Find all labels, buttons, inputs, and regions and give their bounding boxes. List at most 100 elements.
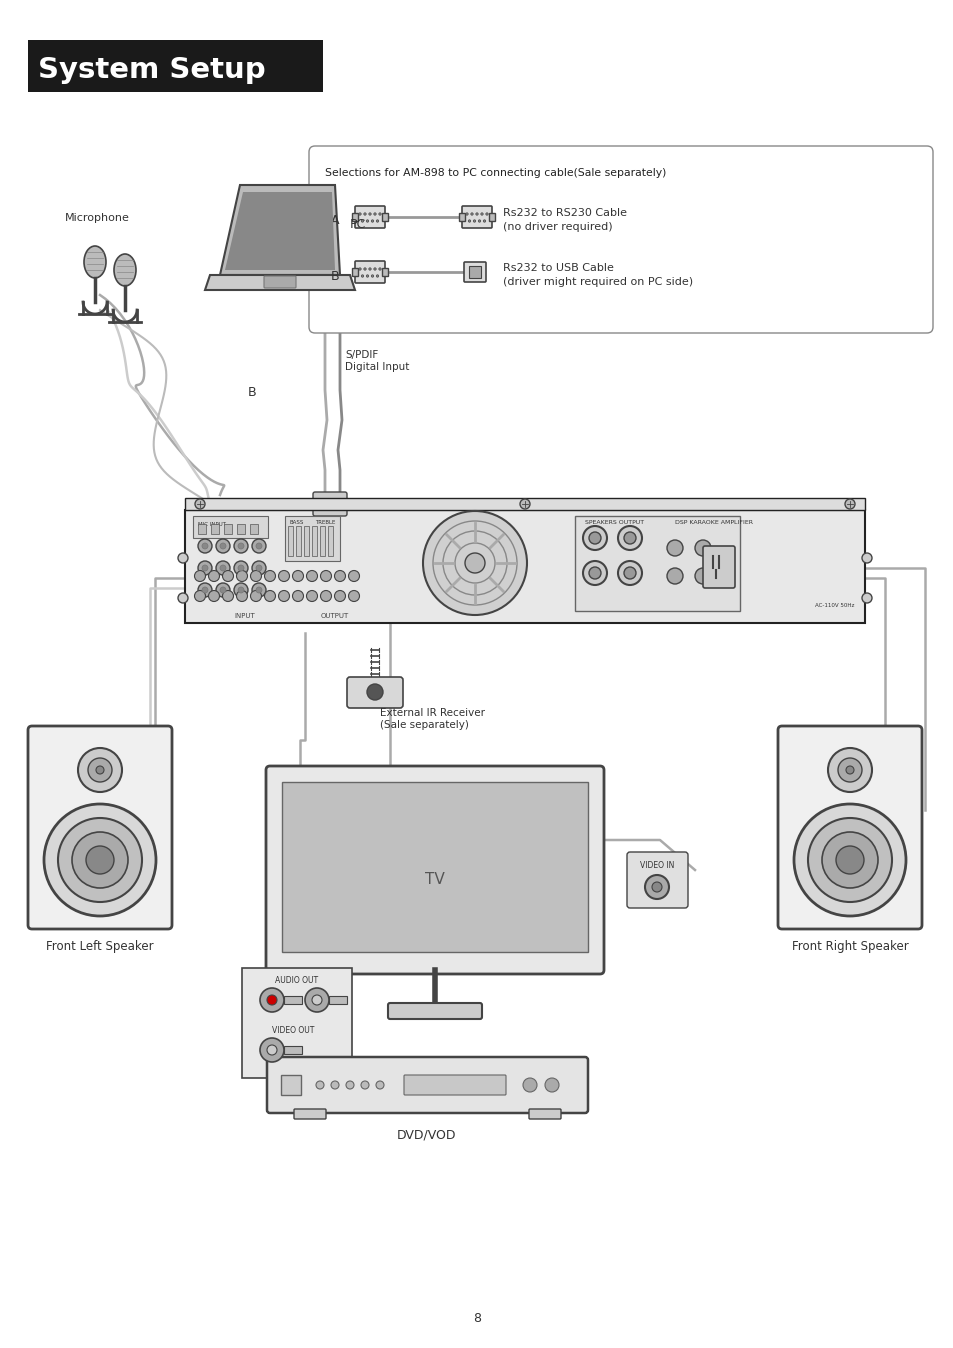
FancyBboxPatch shape [575, 516, 740, 611]
Text: External IR Receiver
(Sale separately): External IR Receiver (Sale separately) [379, 708, 484, 729]
Polygon shape [205, 275, 355, 290]
Text: VIDEO OUT: VIDEO OUT [272, 1026, 314, 1035]
Text: AC-110V 50Hz: AC-110V 50Hz [815, 603, 854, 608]
FancyBboxPatch shape [529, 1109, 560, 1119]
Circle shape [278, 570, 289, 581]
Circle shape [651, 882, 661, 892]
FancyBboxPatch shape [28, 727, 172, 929]
Circle shape [623, 532, 636, 545]
Circle shape [315, 1081, 324, 1089]
Circle shape [623, 568, 636, 580]
Circle shape [793, 803, 905, 917]
Circle shape [209, 570, 219, 581]
Circle shape [312, 995, 322, 1006]
Circle shape [473, 220, 476, 222]
Circle shape [251, 570, 261, 581]
Text: OUTPUT: OUTPUT [320, 613, 349, 619]
Text: A: A [331, 214, 339, 228]
Circle shape [194, 570, 205, 581]
Circle shape [233, 539, 248, 553]
Circle shape [348, 570, 359, 581]
Circle shape [222, 570, 233, 581]
FancyBboxPatch shape [236, 524, 245, 534]
Circle shape [476, 213, 477, 216]
Circle shape [293, 590, 303, 601]
Text: S/PDIF
Digital Input: S/PDIF Digital Input [345, 350, 409, 372]
Circle shape [360, 1081, 369, 1089]
Circle shape [202, 586, 208, 593]
Circle shape [178, 553, 188, 563]
FancyBboxPatch shape [284, 1046, 302, 1054]
Circle shape [220, 565, 226, 572]
FancyBboxPatch shape [328, 526, 333, 555]
Circle shape [305, 988, 329, 1012]
Circle shape [666, 541, 682, 555]
Circle shape [375, 275, 378, 278]
Circle shape [194, 499, 205, 510]
Circle shape [618, 561, 641, 585]
FancyBboxPatch shape [347, 677, 402, 708]
Text: B: B [331, 270, 339, 283]
FancyBboxPatch shape [626, 852, 687, 909]
Circle shape [695, 568, 710, 584]
Circle shape [375, 1081, 384, 1089]
FancyBboxPatch shape [288, 526, 293, 555]
Text: TREBLE: TREBLE [314, 520, 335, 524]
FancyBboxPatch shape [304, 526, 309, 555]
Circle shape [544, 1078, 558, 1092]
Circle shape [485, 213, 488, 216]
Circle shape [202, 565, 208, 572]
FancyBboxPatch shape [381, 213, 388, 221]
Text: TV: TV [425, 872, 444, 887]
Circle shape [252, 582, 266, 597]
FancyBboxPatch shape [319, 526, 325, 555]
Text: Rs232 to USB Cable: Rs232 to USB Cable [502, 263, 613, 274]
Text: Selections for AM-898 to PC connecting cable(Sale separately): Selections for AM-898 to PC connecting c… [325, 168, 666, 178]
FancyBboxPatch shape [185, 497, 864, 510]
Circle shape [519, 499, 530, 510]
Circle shape [264, 570, 275, 581]
Circle shape [194, 590, 205, 601]
Text: (no driver required): (no driver required) [502, 222, 612, 232]
Circle shape [374, 268, 375, 270]
FancyBboxPatch shape [185, 510, 864, 623]
Circle shape [618, 526, 641, 550]
Circle shape [306, 590, 317, 601]
Circle shape [237, 586, 244, 593]
Circle shape [220, 586, 226, 593]
Circle shape [666, 568, 682, 584]
Circle shape [215, 561, 230, 576]
Circle shape [320, 570, 331, 581]
Circle shape [371, 275, 374, 278]
Circle shape [588, 532, 600, 545]
Circle shape [278, 590, 289, 601]
Circle shape [465, 213, 468, 216]
Circle shape [468, 220, 470, 222]
FancyBboxPatch shape [211, 524, 219, 534]
FancyBboxPatch shape [193, 516, 268, 538]
Circle shape [252, 539, 266, 553]
Circle shape [215, 539, 230, 553]
Circle shape [222, 590, 233, 601]
FancyBboxPatch shape [403, 1074, 505, 1095]
FancyBboxPatch shape [198, 524, 206, 534]
Circle shape [378, 213, 381, 216]
Circle shape [264, 590, 275, 601]
Text: BASS: BASS [290, 520, 304, 524]
Circle shape [807, 818, 891, 902]
Circle shape [582, 526, 606, 550]
FancyBboxPatch shape [264, 276, 295, 288]
FancyBboxPatch shape [284, 996, 302, 1004]
Circle shape [198, 539, 212, 553]
FancyBboxPatch shape [224, 524, 232, 534]
Circle shape [480, 213, 482, 216]
Circle shape [477, 220, 480, 222]
Circle shape [202, 543, 208, 549]
Circle shape [422, 511, 526, 615]
Circle shape [236, 570, 247, 581]
Circle shape [220, 543, 226, 549]
Polygon shape [220, 185, 339, 275]
FancyBboxPatch shape [267, 1057, 587, 1113]
FancyBboxPatch shape [250, 524, 257, 534]
Circle shape [358, 268, 361, 270]
